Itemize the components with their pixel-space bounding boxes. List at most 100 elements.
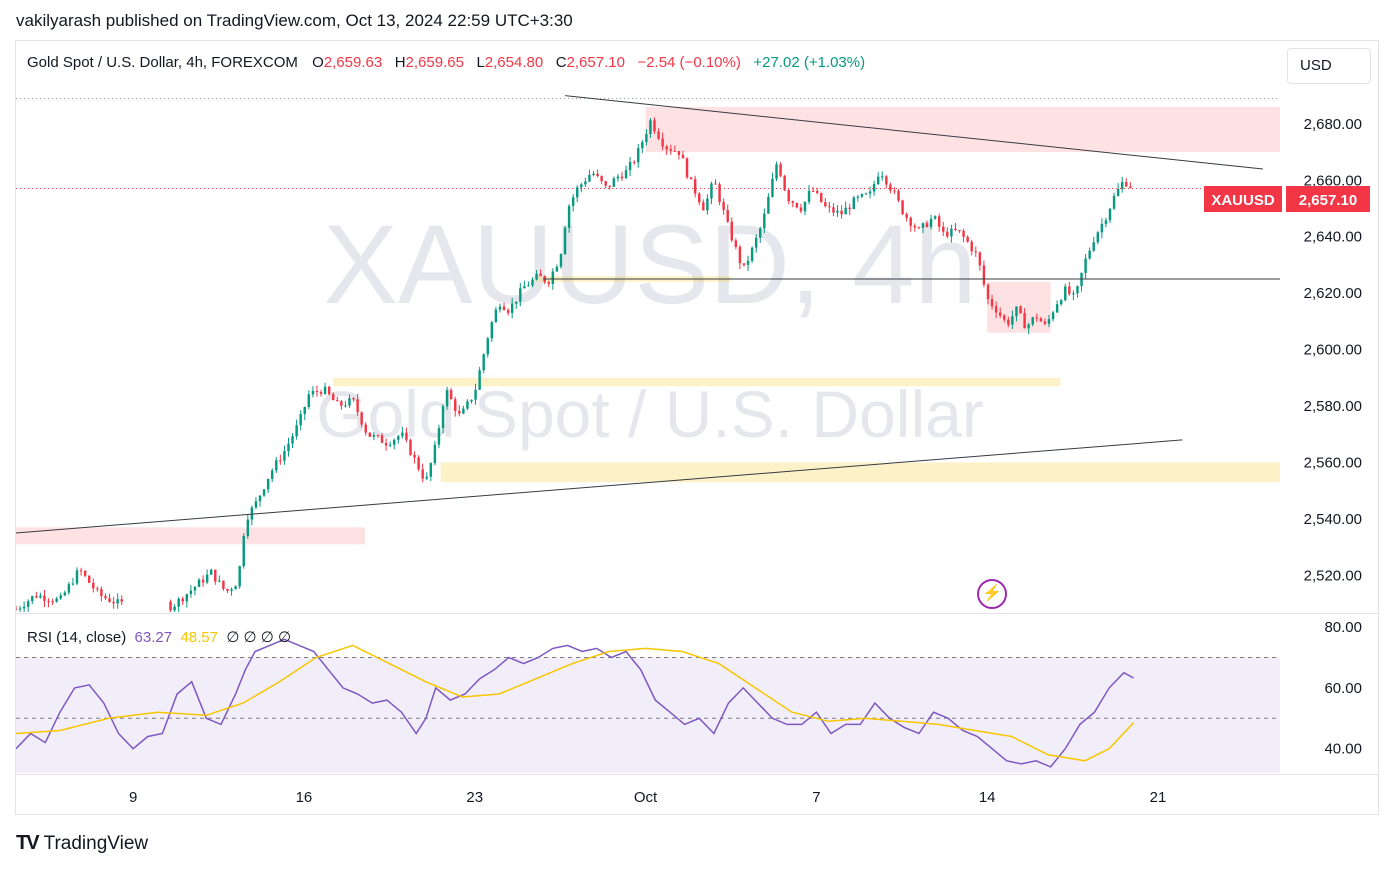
candle-body (100, 589, 103, 597)
candle-body (1015, 306, 1018, 317)
candle-body (547, 282, 550, 284)
candle-body (962, 230, 965, 237)
candle-body (921, 223, 925, 228)
candle-body (604, 181, 607, 186)
time-tick-label: 21 (1150, 789, 1167, 806)
candle-body (79, 570, 83, 572)
candle-body (1125, 182, 1128, 187)
candle-body (1129, 186, 1132, 188)
rsi-name: RSI (14, close) (27, 629, 127, 646)
candle-body (840, 210, 843, 215)
candle-body (1007, 319, 1010, 325)
price-axis[interactable]: 2,520.00 2,540.00 2,560.00 2,580.00 2,600.00… (1304, 116, 1362, 584)
candle-body (299, 414, 302, 426)
candle-body (1076, 286, 1079, 294)
candle-body (779, 164, 782, 176)
candle-body (55, 598, 58, 602)
candle-body (1104, 220, 1108, 224)
candle-body (83, 570, 87, 576)
candle-body (327, 386, 331, 395)
legend-low-value: 2,654.80 (484, 54, 544, 71)
candle-body (580, 184, 583, 188)
price-tick-label: 2,540.00 (1304, 511, 1362, 528)
candle-body (266, 478, 270, 490)
candle-body (397, 436, 400, 440)
candle-body (181, 598, 184, 602)
candle-body (848, 207, 851, 209)
candle-body (169, 601, 172, 611)
candle-body (832, 207, 835, 213)
candle-body (1055, 304, 1059, 313)
symbol-tag-label: XAUUSD (1211, 192, 1275, 209)
price-tag-value: 2,657.10 (1299, 192, 1357, 209)
candle-body (344, 405, 347, 407)
legend-low-label: L (476, 54, 485, 71)
candle-body (92, 582, 95, 589)
candle-body (531, 279, 534, 286)
rsi-axis[interactable]: 40.00 60.00 80.00 (1324, 619, 1362, 758)
candle-body (693, 179, 697, 194)
lightning-icon[interactable]: ⚡ (977, 579, 1007, 609)
candle-body (771, 178, 774, 197)
zone-rect (645, 106, 1280, 153)
publisher-line: vakilyarash published on TradingView.com… (16, 11, 573, 30)
candle-body (502, 306, 506, 311)
candle-body (885, 176, 888, 185)
candle-body (824, 202, 827, 207)
rsi-empty-values: ∅ ∅ ∅ ∅ (226, 629, 292, 646)
zone-rect (987, 281, 1051, 333)
candle-body (112, 601, 115, 604)
candle-body (767, 196, 770, 214)
candle-body (462, 408, 465, 414)
candle-body (990, 299, 994, 307)
candle-body (864, 193, 868, 195)
candle-body (519, 288, 522, 302)
candle-body (209, 569, 213, 575)
candle-body (1047, 319, 1051, 324)
price-tick-label: 2,640.00 (1304, 229, 1362, 246)
candle-body (1072, 293, 1075, 295)
candle-body (332, 394, 335, 401)
candle-body (689, 177, 693, 180)
candle-body (1003, 315, 1006, 320)
trendline-layer[interactable] (16, 95, 1329, 534)
candle-body (905, 214, 908, 218)
candle-body (950, 228, 953, 237)
candle-body (958, 230, 961, 232)
legend-high-value: 2,659.65 (405, 54, 464, 71)
candle-body (1043, 321, 1047, 324)
time-axis[interactable]: 9 16 23 Oct 7 14 21 (129, 789, 1166, 806)
candle-body (246, 519, 250, 536)
candle-body (364, 424, 367, 433)
candle-body (63, 592, 67, 596)
candle-body (356, 399, 359, 413)
candle-body (234, 586, 237, 590)
candle-body (445, 390, 449, 407)
candle-body (742, 263, 746, 265)
candle-body (189, 590, 193, 595)
price-tick-label: 2,520.00 (1304, 567, 1362, 584)
candle-body (340, 401, 343, 406)
time-tick-label: 14 (979, 789, 996, 806)
candle-body (791, 201, 795, 203)
candle-body (986, 284, 990, 300)
candle-body (799, 207, 803, 212)
tradingview-logo[interactable]: TV TradingView (16, 832, 148, 855)
candle-body (1120, 182, 1124, 189)
candle-body (836, 210, 839, 213)
candle-body (43, 595, 46, 601)
candle-body (388, 444, 392, 446)
candle-body (482, 354, 485, 371)
candle-body (844, 207, 847, 215)
candle-body (279, 460, 282, 462)
currency-button[interactable]: USD (1287, 48, 1371, 84)
candle-body (1035, 317, 1039, 319)
candle-body (942, 226, 945, 232)
candle-body (449, 390, 453, 400)
trend-line (16, 439, 1183, 534)
candle-body (458, 410, 461, 414)
zone-rect (440, 462, 1280, 483)
candle-body (506, 310, 510, 313)
candle-body (649, 120, 652, 135)
